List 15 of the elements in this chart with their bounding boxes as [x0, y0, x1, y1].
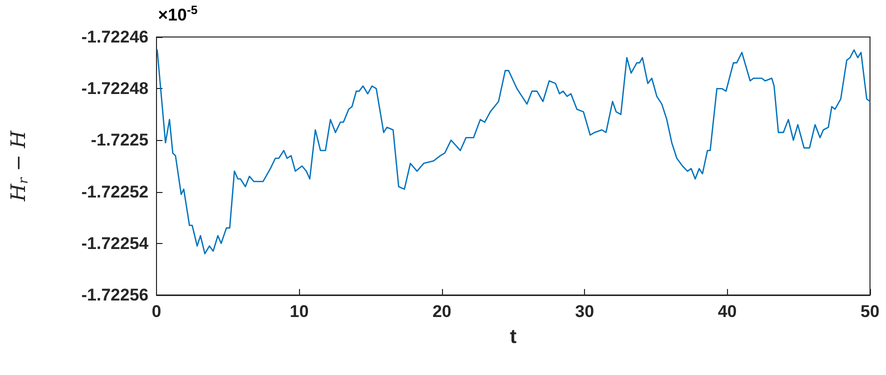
- line-series: [156, 49, 871, 254]
- x-tick-label: 10: [290, 302, 309, 321]
- y-tick-label: -1.72248: [81, 79, 148, 98]
- y-tick-label: -1.7225: [90, 130, 148, 150]
- y-tick-label: -1.72252: [81, 182, 148, 202]
- x-tick-label: 20: [432, 302, 452, 321]
- x-tick-label: 40: [718, 302, 737, 321]
- x-tick-label: 30: [575, 302, 594, 321]
- y-tick-label: -1.72246: [81, 28, 148, 46]
- x-tick-label: 50: [860, 302, 880, 321]
- y-tick-label: -1.72254: [81, 234, 150, 253]
- y-axis-title: Hr − H: [6, 130, 32, 202]
- x-tick-label: 0: [152, 302, 162, 321]
- x-axis-title: t: [510, 326, 517, 348]
- y-tick-label: -1.72256: [81, 286, 148, 304]
